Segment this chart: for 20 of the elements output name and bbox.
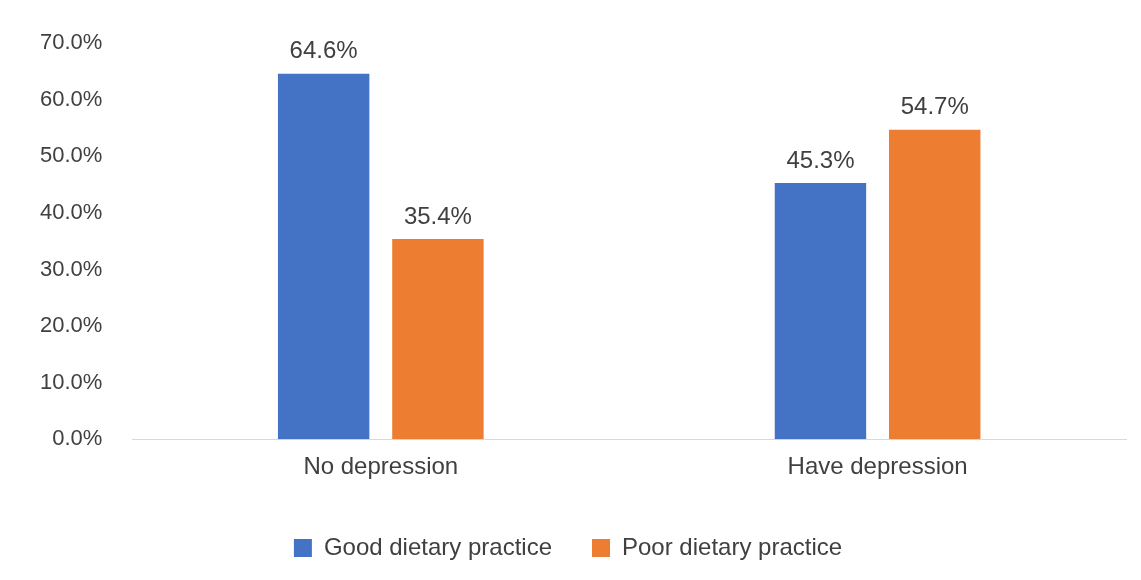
bar [392, 238, 484, 440]
data-label: 45.3% [786, 145, 855, 173]
data-label: 35.4% [403, 201, 472, 229]
y-tick-label: 20.0% [39, 312, 103, 338]
y-tick-label: 70.0% [39, 29, 103, 55]
bar [277, 73, 370, 440]
data-label: 64.6% [289, 36, 358, 64]
y-tick-label: 0.0% [52, 425, 103, 451]
legend-label: Good dietary practice [323, 532, 553, 560]
y-tick-label: 50.0% [39, 142, 103, 168]
bar [774, 182, 867, 440]
x-tick-label: Have depression [787, 452, 968, 480]
legend-label: Poor dietary practice [622, 532, 843, 560]
y-tick-label: 40.0% [39, 198, 103, 224]
bar [889, 129, 981, 440]
y-tick-label: 10.0% [39, 368, 103, 394]
y-tick-label: 30.0% [39, 255, 103, 281]
x-tick-label: No depression [303, 452, 459, 480]
y-tick-label: 60.0% [39, 85, 103, 111]
data-label: 54.7% [900, 92, 969, 120]
